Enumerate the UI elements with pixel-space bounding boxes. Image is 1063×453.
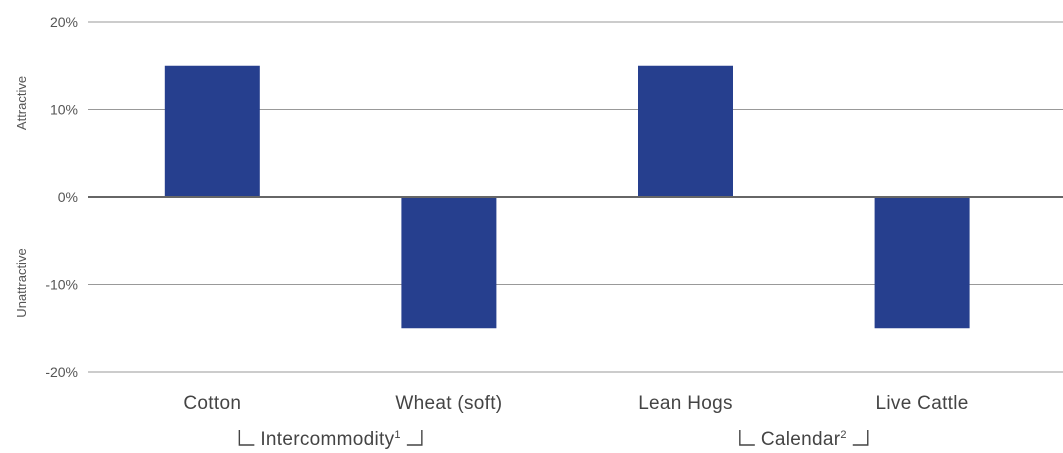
x-tick-label: Cotton (183, 393, 241, 414)
category-labels: Cotton Wheat (soft) Lean Hogs Live Cattle (183, 393, 968, 414)
group-bracket-left (238, 430, 255, 446)
bar (874, 197, 970, 329)
bar (164, 65, 260, 197)
group-labels: Intercommodity1 Calendar2 (238, 429, 869, 450)
x-tick-label: Wheat (soft) (395, 393, 502, 414)
group-label: Intercommodity1 (260, 429, 401, 450)
y-tick-label: 0% (58, 189, 78, 205)
x-tick-label: Lean Hogs (638, 393, 733, 414)
group-bracket-left (739, 430, 755, 446)
y-tick-label: 10% (50, 102, 78, 118)
group-bracket-right (406, 430, 423, 446)
y-tick-label: -20% (45, 364, 78, 380)
side-label-unattractive: Unattractive (14, 248, 29, 317)
group-bracket-right (852, 430, 869, 446)
y-tick-labels: 20% 10% 0% -10% -20% (45, 14, 78, 380)
x-tick-label: Live Cattle (876, 393, 969, 414)
group-label: Calendar2 (761, 429, 847, 450)
bar (638, 65, 733, 197)
bars (164, 65, 970, 329)
y-tick-label: 20% (50, 14, 78, 30)
bar (401, 197, 497, 329)
side-label-attractive: Attractive (14, 76, 29, 130)
y-tick-label: -10% (45, 277, 78, 293)
